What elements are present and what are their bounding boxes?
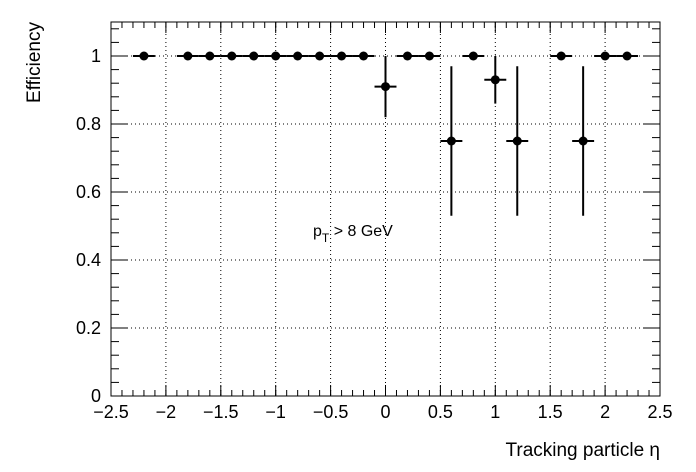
y-tick-label: 0.2 [76, 318, 101, 338]
data-point-marker [315, 51, 325, 61]
data-point-marker [359, 51, 369, 61]
data-point-marker [227, 51, 237, 61]
data-point-group [308, 51, 331, 61]
data-point-marker [337, 51, 347, 61]
plot-frame [110, 21, 661, 397]
data-point-group [440, 66, 463, 216]
y-tick-label: 0.8 [76, 114, 101, 134]
data-point-group [374, 56, 397, 118]
data-point-marker [271, 51, 281, 61]
data-point-marker [205, 51, 215, 61]
data-point-group [330, 51, 353, 61]
data-point-group [396, 51, 419, 61]
y-tick-label: 0.6 [76, 182, 101, 202]
data-point-marker [490, 75, 500, 85]
annotation-subscript: T [322, 231, 330, 245]
annotation-main: p [313, 223, 322, 240]
data-point-marker [446, 136, 456, 146]
data-point-group [264, 51, 287, 61]
x-tick-label: −1 [265, 402, 286, 422]
data-point-group [462, 51, 485, 61]
data-point-group [572, 66, 595, 216]
data-point-marker [600, 51, 610, 61]
data-points [132, 51, 639, 216]
data-point-group [616, 51, 639, 61]
data-point-group [242, 51, 265, 61]
data-point-group [220, 51, 243, 61]
y-tick-label: 0 [91, 386, 101, 406]
data-point-marker [293, 51, 303, 61]
data-point-group [484, 56, 507, 104]
data-point-group [506, 66, 529, 216]
tick-labels: −2.5 −2 −1.5 −1 −0.5 0 0.5 1 1.5 2 2.5 0 0.2 0.4 0.6 0.… [76, 46, 673, 422]
axis-ticks [110, 22, 661, 397]
x-tick-label: 2.5 [647, 402, 672, 422]
data-point-marker [512, 136, 522, 146]
x-tick-label: −2 [156, 402, 177, 422]
data-point-marker [622, 51, 632, 61]
data-point-marker [402, 51, 412, 61]
x-tick-label: −1.5 [203, 402, 239, 422]
x-tick-label: 0.5 [428, 402, 453, 422]
x-tick-label: 1.5 [538, 402, 563, 422]
y-tick-label: 1 [91, 46, 101, 66]
x-tick-label: 2 [600, 402, 610, 422]
data-point-group [176, 51, 199, 61]
x-tick-label: −0.5 [313, 402, 349, 422]
data-point-marker [578, 136, 588, 146]
data-point-marker [139, 51, 149, 61]
x-tick-label: 0 [380, 402, 390, 422]
data-point-marker [381, 82, 390, 92]
data-point-group [418, 51, 441, 61]
data-point-marker [556, 51, 566, 61]
x-tick-label: 1 [490, 402, 500, 422]
pt-cut-annotation: pT > 8 GeV [313, 223, 393, 245]
data-point-marker [468, 51, 478, 61]
data-point-group [286, 51, 309, 61]
y-tick-label: 0.4 [76, 250, 101, 270]
data-point-group [198, 51, 221, 61]
data-point-marker [249, 51, 259, 61]
data-point-group [594, 51, 617, 61]
data-point-group [352, 51, 375, 61]
data-point-marker [183, 51, 193, 61]
data-point-group [550, 51, 573, 61]
data-point-group [132, 51, 155, 61]
x-axis-title: Tracking particle η [505, 440, 660, 461]
x-tick-label: −2.5 [93, 402, 129, 422]
data-point-marker [424, 51, 434, 61]
y-axis-title: Efficiency [24, 22, 45, 103]
annotation-rest: > 8 GeV [329, 223, 393, 240]
